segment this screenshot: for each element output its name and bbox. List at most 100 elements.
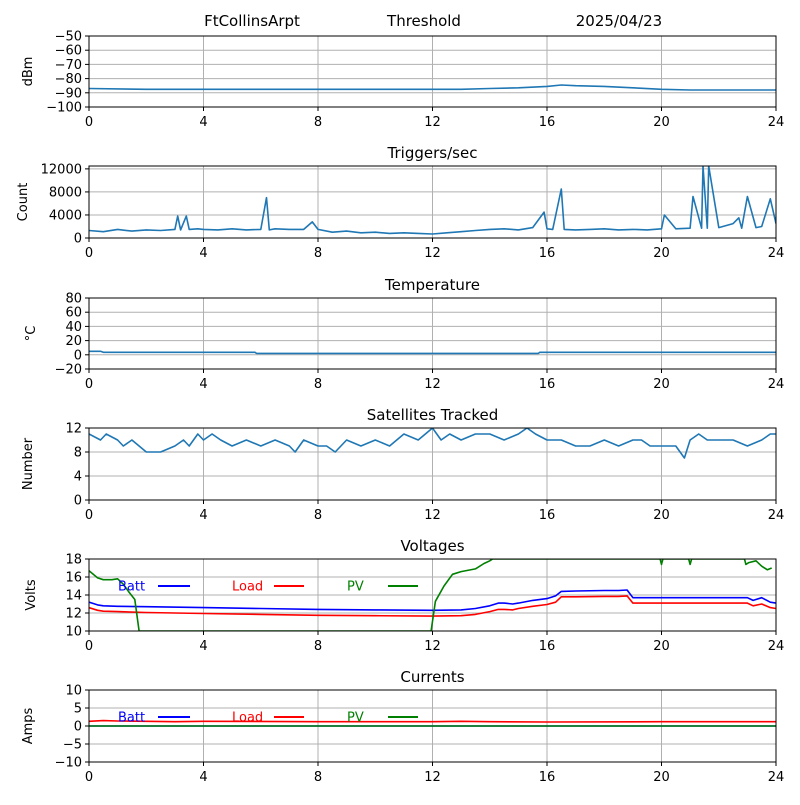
satellites-xtick-label: 12 (424, 508, 441, 523)
currents-xtick-label: 4 (199, 770, 207, 785)
temperature-ytick-label: 80 (65, 292, 82, 307)
panel-voltages: 0 4 8 12 16 20 24 10 12 14 16 18 Voltages Volts Batt Lo… (24, 537, 784, 654)
voltages-ytick-label: 18 (65, 553, 82, 568)
temperature-xtick-label: 20 (653, 377, 670, 392)
voltages-xtick-label: 16 (539, 639, 556, 654)
triggers-ytick-label: 0 (74, 232, 82, 247)
voltages-series-batt (89, 589, 776, 612)
currents-ylabel: Amps (21, 707, 36, 744)
triggers-title: Triggers/sec (387, 144, 478, 162)
threshold-ytick-label: −70 (55, 58, 82, 73)
panel-threshold: 0 4 8 12 16 20 24 −100−90−80−70−60−50 dBm (21, 30, 784, 131)
currents-ytick-label: 10 (65, 684, 82, 699)
threshold-xtick-label: 4 (199, 115, 207, 130)
temperature-ytick-label: 40 (65, 320, 82, 335)
satellites-xtick-label: 24 (768, 508, 785, 523)
satellites-grid (88, 427, 777, 501)
threshold-xtick-label: 24 (768, 115, 785, 130)
satellites-xtick-label: 16 (539, 508, 556, 523)
voltages-ytick-label: 10 (65, 625, 82, 640)
triggers-xtick-label: 0 (85, 246, 93, 261)
satellites-ytick-label: 4 (74, 470, 82, 485)
threshold-xtick-label: 20 (653, 115, 670, 130)
triggers-grid (88, 166, 777, 239)
temperature-series-0 (89, 350, 776, 355)
currents-xtick-label: 24 (768, 770, 785, 785)
temperature-ytick-label: 60 (65, 306, 82, 321)
currents-legend-label-load: Load (232, 711, 263, 726)
triggers-ytick-label: 8000 (49, 185, 82, 200)
temperature-title: Temperature (384, 276, 480, 294)
currents-xtick-label: 0 (85, 770, 93, 785)
satellites-series-0 (89, 428, 776, 459)
triggers-xtick-label: 12 (424, 246, 441, 261)
voltages-xtick-label: 12 (424, 639, 441, 654)
threshold-ytick-label: −50 (55, 30, 82, 45)
threshold-xtick-label: 16 (539, 115, 556, 130)
panel-currents: 0 4 8 12 16 20 24 −10 −5 0 5 10 Currents Amps Batt Load… (21, 668, 784, 785)
voltages-legend-label-load: Load (232, 580, 263, 595)
panel-triggers: 0 4 8 12 16 20 24 0 4000 8000 12000 Triggers/sec Cou… (16, 144, 784, 261)
panel-satellites: 0 4 8 12 16 20 24 0 4 8 12 Satellites Tracked Number (21, 406, 784, 523)
triggers-xtick-label: 4 (199, 246, 207, 261)
temperature-grid (88, 297, 777, 370)
threshold-ytick-label: −100 (46, 101, 82, 116)
triggers-xtick-label: 20 (653, 246, 670, 261)
threshold-xtick-label: 12 (424, 115, 441, 130)
currents-xtick-label: 20 (653, 770, 670, 785)
currents-xtick-label: 16 (539, 770, 556, 785)
threshold-ytick-label: −80 (55, 72, 82, 87)
currents-legend-label-batt: Batt (118, 711, 145, 726)
voltages-series-pv (89, 559, 773, 631)
voltages-ytick-label: 16 (65, 571, 82, 586)
voltages-title: Voltages (400, 537, 464, 555)
currents-xtick-label: 12 (424, 770, 441, 785)
header-date: 2025/04/23 (576, 12, 662, 30)
temperature-ylabel: °C (24, 326, 39, 342)
voltages-legend-label-batt: Batt (118, 580, 145, 595)
currents-legend-label-pv: PV (347, 711, 364, 726)
threshold-grid (88, 35, 777, 108)
threshold-ytick-label: −60 (55, 44, 82, 59)
voltages-xtick-label: 0 (85, 639, 93, 654)
triggers-xtick-label: 16 (539, 246, 556, 261)
temperature-xtick-label: 16 (539, 377, 556, 392)
currents-ytick-label: −5 (63, 738, 82, 753)
voltages-xtick-label: 8 (314, 639, 322, 654)
temperature-ytick-label: −20 (55, 363, 82, 378)
header-station: FtCollinsArpt (204, 12, 300, 30)
satellites-ytick-label: 0 (74, 494, 82, 509)
triggers-ytick-label: 4000 (49, 208, 82, 223)
threshold-ytick-label: −90 (55, 86, 82, 101)
temperature-xtick-label: 0 (85, 377, 93, 392)
header-mode: Threshold (386, 12, 461, 30)
voltages-ytick-label: 14 (65, 589, 82, 604)
satellites-ylabel: Number (21, 437, 36, 490)
satellites-xtick-label: 20 (653, 508, 670, 523)
threshold-xtick-label: 0 (85, 115, 93, 130)
satellites-xtick-label: 0 (85, 508, 93, 523)
satellites-ytick-label: 8 (74, 446, 82, 461)
temperature-xtick-label: 24 (768, 377, 785, 392)
temperature-xtick-label: 4 (199, 377, 207, 392)
satellites-xtick-label: 8 (314, 508, 322, 523)
voltages-xtick-label: 24 (768, 639, 785, 654)
currents-title: Currents (400, 668, 464, 686)
currents-ytick-label: 5 (74, 702, 82, 717)
triggers-series-0 (89, 166, 776, 235)
triggers-xtick-label: 8 (314, 246, 322, 261)
voltages-ylabel: Volts (24, 579, 39, 611)
temperature-ytick-label: 0 (74, 348, 82, 363)
temperature-xtick-label: 8 (314, 377, 322, 392)
triggers-ylabel: Count (16, 183, 31, 222)
threshold-series-0 (89, 84, 776, 91)
voltages-series-load (89, 595, 776, 617)
temperature-xtick-label: 12 (424, 377, 441, 392)
satellites-xtick-label: 4 (199, 508, 207, 523)
currents-ytick-label: −10 (55, 756, 82, 771)
voltages-legend-label-pv: PV (347, 580, 364, 595)
voltages-xtick-label: 4 (199, 639, 207, 654)
